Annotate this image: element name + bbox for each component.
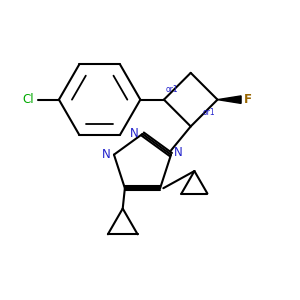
Text: F: F	[244, 93, 252, 106]
Text: or1: or1	[203, 108, 215, 117]
Polygon shape	[218, 96, 241, 103]
Text: N: N	[130, 128, 138, 140]
Text: N: N	[102, 148, 111, 161]
Text: N: N	[174, 146, 183, 159]
Text: or1: or1	[166, 85, 179, 94]
Text: Cl: Cl	[23, 93, 34, 106]
